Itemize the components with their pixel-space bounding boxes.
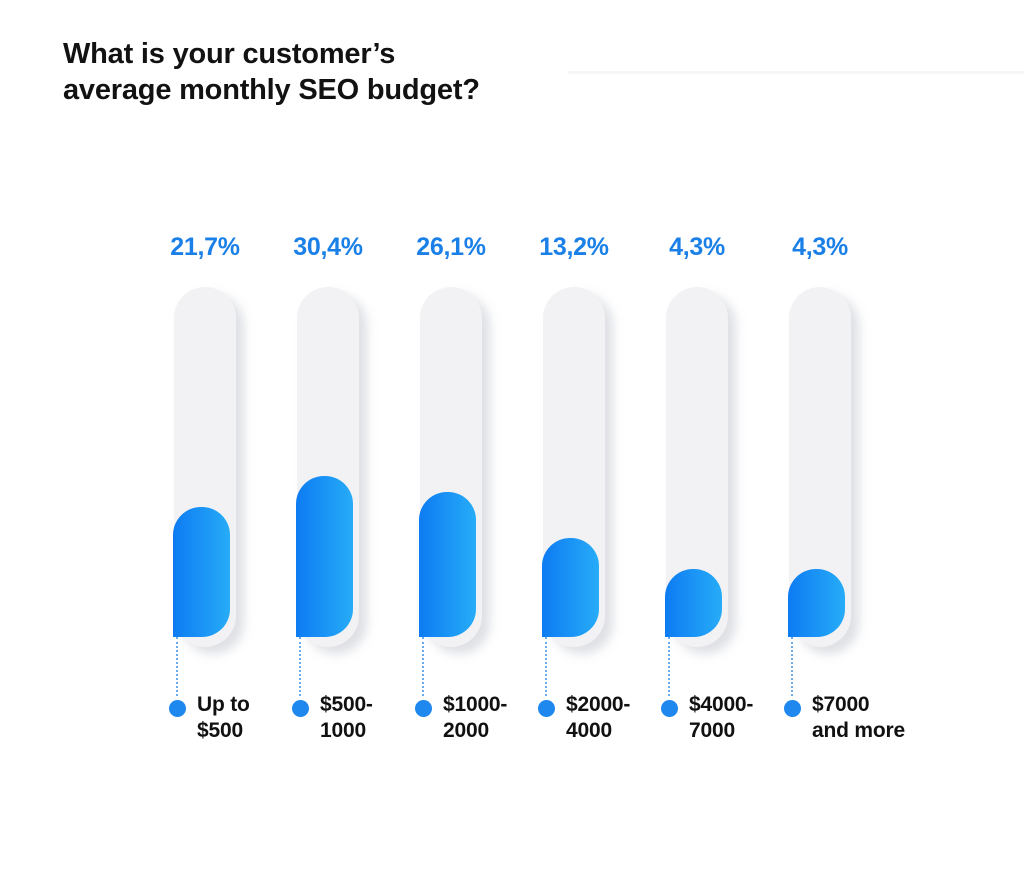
connector-dotted-line: [668, 637, 670, 696]
bar-fill: [542, 538, 599, 637]
bar-fill: [173, 507, 230, 637]
category-dot-icon: [292, 700, 309, 717]
connector-dotted-line: [545, 637, 547, 696]
category-dot-icon: [415, 700, 432, 717]
category-label: $500- 1000: [320, 693, 373, 742]
connector-dotted-line: [176, 637, 178, 696]
value-label: 26,1%: [416, 233, 486, 261]
chart-title: What is your customer’s average monthly …: [63, 38, 480, 106]
bar-fill: [419, 492, 476, 637]
category-dot-icon: [784, 700, 801, 717]
bar-fill: [665, 569, 722, 637]
category-label: Up to $500: [197, 693, 250, 742]
category-label: $2000- 4000: [566, 693, 631, 742]
bar-fill: [296, 476, 353, 637]
category-dot-icon: [169, 700, 186, 717]
header-divider-line: [568, 71, 1024, 74]
category-dot-icon: [661, 700, 678, 717]
category-label: $7000 and more: [812, 693, 905, 742]
category-dot-icon: [538, 700, 555, 717]
bar-fill: [788, 569, 845, 637]
value-label: 13,2%: [539, 233, 609, 261]
value-label: 30,4%: [293, 233, 363, 261]
connector-dotted-line: [791, 637, 793, 696]
value-label: 21,7%: [170, 233, 240, 261]
value-label: 4,3%: [669, 233, 725, 261]
connector-dotted-line: [299, 637, 301, 696]
category-label: $1000- 2000: [443, 693, 508, 742]
category-label: $4000- 7000: [689, 693, 754, 742]
connector-dotted-line: [422, 637, 424, 696]
value-label: 4,3%: [792, 233, 848, 261]
